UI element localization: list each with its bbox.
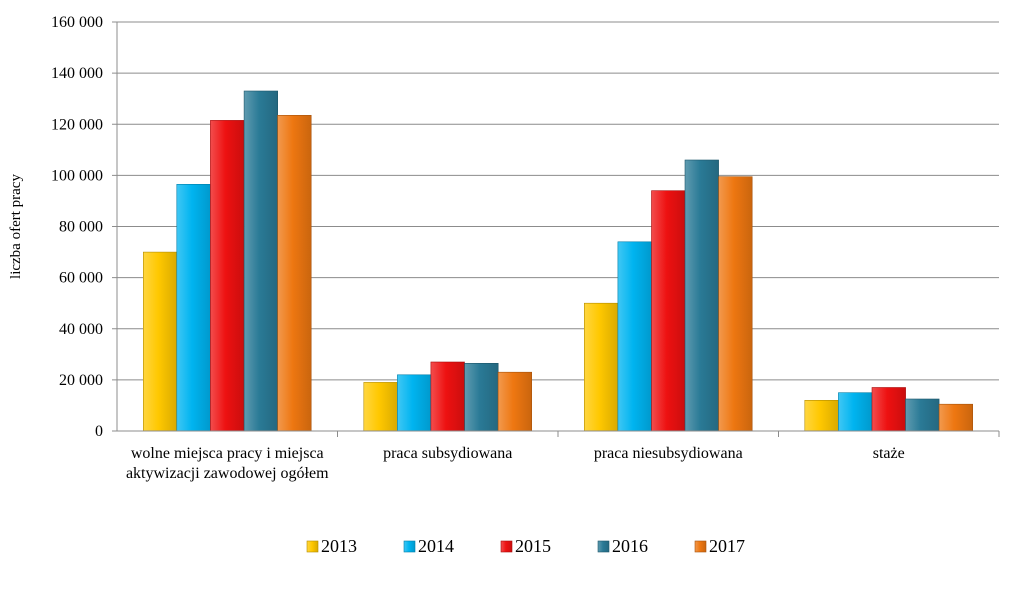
bar-2016-cat-0 [243, 90, 279, 432]
x-category-label: praca niesubsydiowana [594, 445, 743, 462]
y-tick-label: 140 000 [51, 65, 103, 82]
legend-swatch-2017 [694, 540, 707, 553]
legend-swatch-2013 [306, 540, 319, 553]
x-category-label: staże [873, 445, 905, 462]
legend-swatch-2015 [500, 540, 513, 553]
axes: 0 20 000 40 000 60 000 80 000 100 000 120 000 1… [51, 14, 1000, 482]
y-tick-label: 120 000 [51, 116, 103, 133]
x-category-label: aktywizacji zawodowej ogółem [126, 465, 329, 482]
legend-label-2013: 2013 [321, 536, 357, 556]
y-tick-label: 80 000 [59, 219, 103, 236]
legend-label-2016: 2016 [612, 536, 648, 556]
y-tick-label: 100 000 [51, 167, 103, 184]
bar-2013-cat-3 [804, 399, 839, 432]
bar-2016-cat-3 [905, 398, 940, 432]
y-axis-title: liczba ofert pracy [8, 174, 24, 279]
legend: 2013 2014 2015 2016 2017 [306, 536, 745, 556]
bar-2015-cat-0 [210, 120, 245, 432]
legend-label-2014: 2014 [418, 536, 454, 556]
bar-2015-cat-3 [871, 387, 906, 432]
y-tick-label: 0 [95, 423, 103, 440]
bar-2013-cat-0 [143, 251, 178, 432]
y-tick-label: 160 000 [51, 14, 103, 31]
bars [143, 90, 973, 432]
bar-2013-cat-2 [583, 302, 619, 432]
y-tick-label: 60 000 [59, 270, 103, 287]
bar-2014-cat-0 [176, 184, 211, 432]
bar-2014-cat-3 [838, 392, 873, 432]
legend-label-2017: 2017 [709, 536, 745, 556]
y-tick-label: 20 000 [59, 372, 103, 389]
bar-2016-cat-1 [464, 362, 499, 432]
legend-swatch-2014 [403, 540, 416, 553]
legend-swatch-2016 [597, 540, 610, 553]
bar-2016-cat-2 [684, 159, 719, 432]
x-category-label: wolne miejsca pracy i miejsca [131, 445, 324, 462]
bar-2015-cat-1 [430, 361, 465, 432]
bar-2017-cat-2 [718, 176, 753, 432]
y-tick-label: 40 000 [59, 321, 103, 338]
bar-2017-cat-3 [938, 403, 973, 432]
bar-2013-cat-1 [363, 382, 398, 432]
bar-2014-cat-1 [397, 374, 432, 432]
x-category-label: praca subsydiowana [383, 445, 512, 462]
bar-2017-cat-1 [497, 371, 533, 432]
bar-2014-cat-2 [617, 241, 652, 432]
legend-label-2015: 2015 [515, 536, 551, 556]
bar-2015-cat-2 [651, 190, 686, 432]
bar-2017-cat-0 [277, 115, 312, 432]
